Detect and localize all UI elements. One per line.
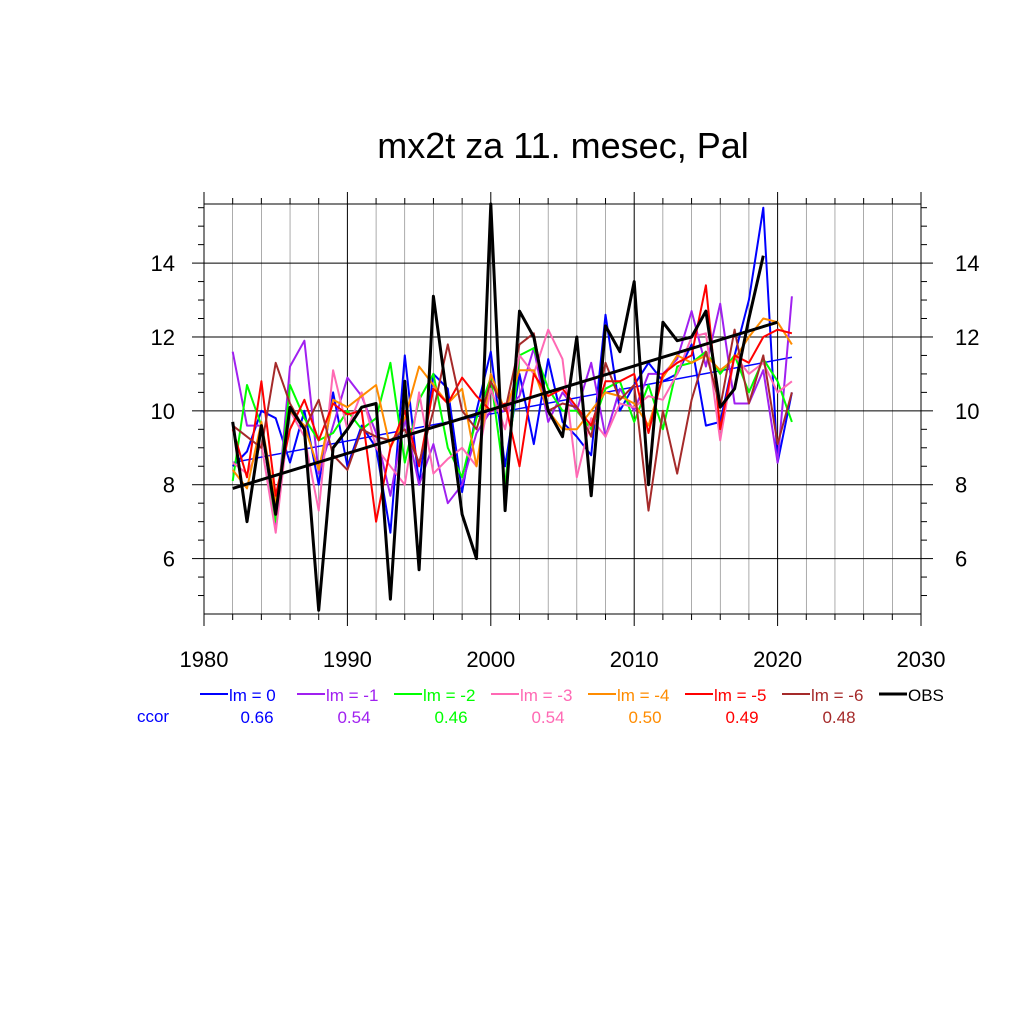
y-tick-label-right: 14 [955, 251, 979, 276]
y-tick-label-right: 10 [955, 399, 979, 424]
legend-ccor-value: 0.50 [628, 708, 661, 727]
legend-label: OBS [908, 686, 944, 705]
y-tick-label-left: 6 [163, 547, 175, 572]
trend-line-7 [232, 320, 779, 490]
chart-title: mx2t za 11. mesec, Pal [377, 125, 748, 166]
y-tick-label-right: 8 [955, 473, 967, 498]
series-line-6 [232, 328, 793, 512]
legend-ccor-value: 0.46 [434, 708, 467, 727]
legend-label: lm = -4 [617, 686, 669, 705]
axis-ticks: 1980 1990 2000 2010 2020 2030 6 6 8 8 10 10 12 12 14 14 [151, 192, 979, 672]
y-tick-label-right: 12 [955, 325, 979, 350]
legend: lm = 0 0.66 lm = -1 0.54 lm = -2 0.46 lm = -3 0… [200, 686, 944, 727]
legend-label: lm = -2 [423, 686, 475, 705]
x-tick-label: 2010 [610, 647, 659, 672]
legend-ccor-value: 0.49 [725, 708, 758, 727]
y-tick-label-right: 6 [955, 547, 967, 572]
series-line-7 [231, 202, 765, 612]
x-tick-label: 2030 [897, 647, 946, 672]
x-tick-label: 2020 [753, 647, 802, 672]
y-tick-label-left: 14 [151, 251, 175, 276]
plot-frame [203, 203, 922, 615]
y-tick-label-left: 10 [151, 399, 175, 424]
legend-label: lm = -1 [326, 686, 378, 705]
legend-label: lm = -5 [714, 686, 766, 705]
legend-label: lm = -3 [520, 686, 572, 705]
y-tick-label-left: 8 [163, 473, 175, 498]
series-line-0 [231, 206, 793, 534]
x-tick-label: 2000 [466, 647, 515, 672]
legend-label: lm = -6 [811, 686, 863, 705]
ccor-label: ccor [137, 707, 169, 726]
x-tick-label: 1990 [323, 647, 372, 672]
legend-label: lm = 0 [229, 686, 276, 705]
series-group [231, 202, 793, 612]
y-tick-label-left: 12 [151, 325, 175, 350]
x-tick-label: 1980 [180, 647, 229, 672]
legend-ccor-value: 0.54 [531, 708, 564, 727]
series-line-5 [231, 284, 793, 523]
legend-ccor-value: 0.66 [240, 708, 273, 727]
legend-ccor-value: 0.48 [822, 708, 855, 727]
legend-ccor-value: 0.54 [337, 708, 370, 727]
